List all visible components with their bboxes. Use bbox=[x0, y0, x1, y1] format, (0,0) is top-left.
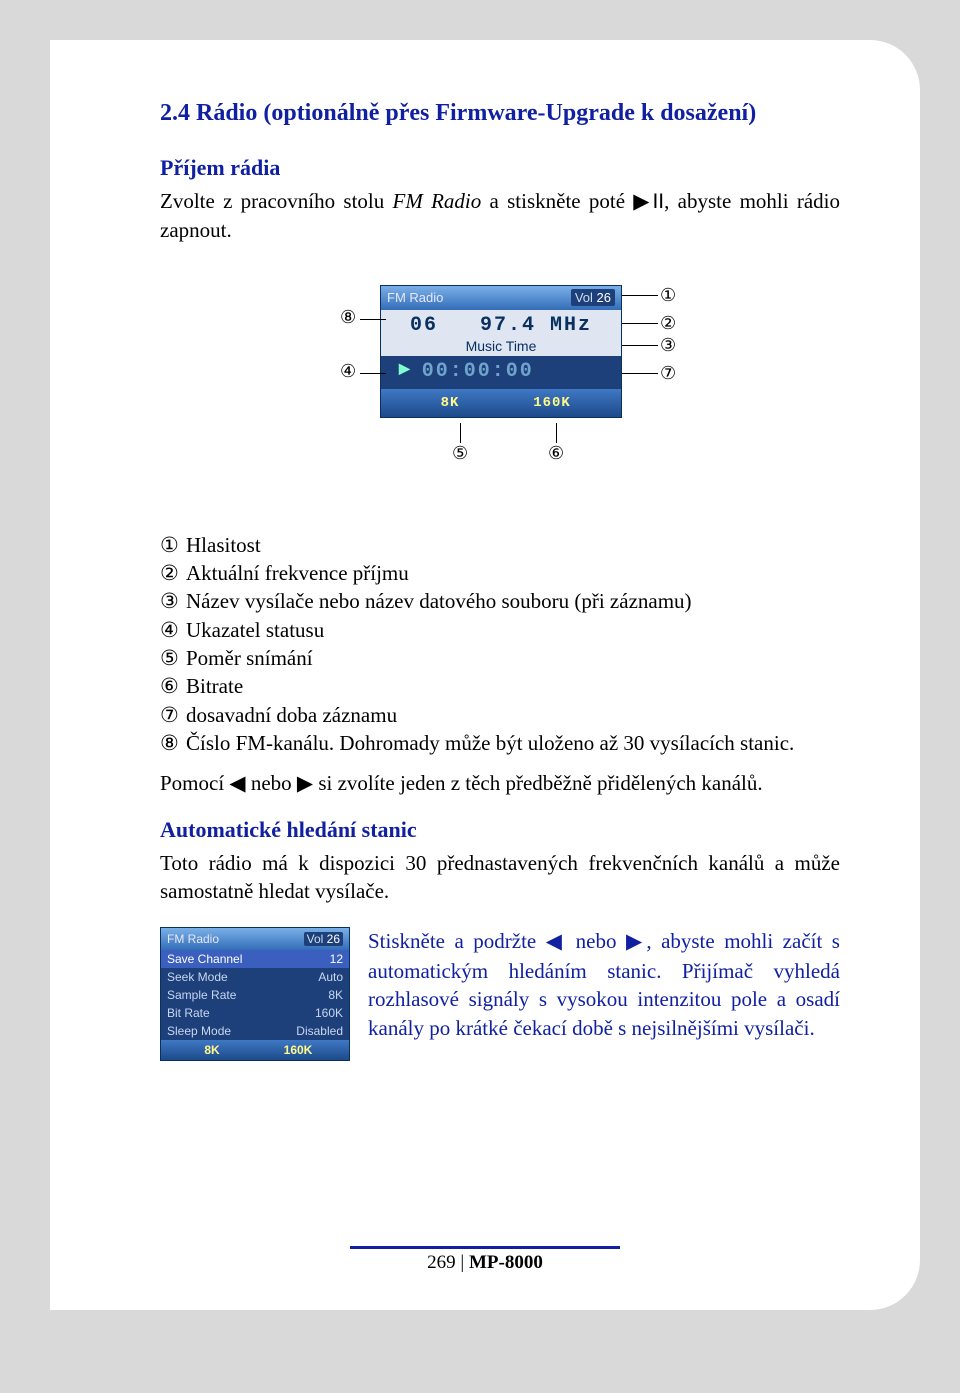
callout-8: ⑧ bbox=[340, 307, 356, 328]
fm-settings-screen: FM Radio Vol 26 Save Channel12 Seek Mode… bbox=[160, 927, 350, 1061]
settings-title: FM Radio bbox=[167, 932, 219, 946]
legend-text-5: Poměr snímání bbox=[186, 644, 313, 672]
freq-row: 06 97.4 MHz bbox=[381, 310, 621, 338]
model-name: MP-8000 bbox=[469, 1252, 543, 1273]
settings-titlebar: FM Radio Vol 26 bbox=[161, 928, 349, 950]
left-arrow-icon: ◀ bbox=[229, 772, 245, 795]
settings-vol: Vol 26 bbox=[304, 932, 343, 946]
sample-rate: 8K bbox=[399, 395, 501, 411]
row-seek-mode: Seek ModeAuto bbox=[161, 968, 349, 986]
intro-em: FM Radio bbox=[393, 189, 482, 213]
figure-settings: FM Radio Vol 26 Save Channel12 Seek Mode… bbox=[160, 927, 350, 1061]
auto-search-block: Automatické hledání stanic Toto rádio má… bbox=[160, 817, 840, 906]
elapsed-time: 00:00:00 bbox=[422, 360, 534, 383]
callout-4: ④ bbox=[340, 361, 356, 382]
press-paragraph: Stiskněte a podržte ◀ nebo ▶, abyste moh… bbox=[368, 927, 840, 1041]
settings-list: Save Channel12 Seek ModeAuto Sample Rate… bbox=[161, 950, 349, 1040]
press-a: Stiskněte a podržte bbox=[368, 929, 546, 953]
legend-num-3: ③ bbox=[160, 587, 186, 615]
callout-7: ⑦ bbox=[660, 363, 676, 384]
callout-5: ⑤ bbox=[452, 443, 468, 464]
intro-text-b: a stiskněte poté bbox=[481, 189, 633, 213]
legend-num-4: ④ bbox=[160, 616, 186, 644]
play-pause-icon: ▶II bbox=[633, 190, 664, 213]
legend: ①Hlasitost ②Aktuální frekvence příjmu ③N… bbox=[160, 531, 840, 758]
fm-radio-screen: FM Radio Vol 26 06 97.4 MHz Music Time ▶… bbox=[380, 285, 622, 418]
vol-value: 26 bbox=[597, 290, 611, 305]
section-heading: 2.4 Rádio (optionálně přes Firmware-Upgr… bbox=[160, 100, 840, 127]
legend-text-8: Číslo FM-kanálu. Dohromady může být ulož… bbox=[186, 729, 794, 757]
page-footer: 269 | MP-8000 bbox=[50, 1246, 920, 1274]
intro-text-a: Zvolte z pracovního stolu bbox=[160, 189, 393, 213]
page-number: 269 bbox=[427, 1252, 456, 1273]
legend-text-7: dosavadní doba záznamu bbox=[186, 701, 397, 729]
play-icon: ▶ bbox=[399, 362, 412, 378]
settings-bottom-bar: 8K 160K bbox=[161, 1040, 349, 1060]
legend-num-1: ① bbox=[160, 531, 186, 559]
note-a: Pomocí bbox=[160, 771, 229, 795]
auto-body: Toto rádio má k dispozici 30 přednastave… bbox=[160, 849, 840, 906]
page: 2.4 Rádio (optionálně přes Firmware-Upgr… bbox=[50, 40, 920, 1310]
right-arrow-icon: ▶ bbox=[626, 930, 646, 953]
right-arrow-icon: ▶ bbox=[297, 772, 313, 795]
preset-number: 06 bbox=[410, 314, 438, 337]
callout-3: ③ bbox=[660, 335, 676, 356]
row-sample-rate: Sample Rate8K bbox=[161, 986, 349, 1004]
callout-2: ② bbox=[660, 313, 676, 334]
note-b: nebo bbox=[246, 771, 297, 795]
footer-sep: | bbox=[456, 1252, 469, 1273]
note-c: si zvolíte jeden z těch předběžně přiděl… bbox=[313, 771, 763, 795]
press-b: nebo bbox=[566, 929, 626, 953]
subtitle: Music Time bbox=[381, 338, 621, 356]
legend-num-5: ⑤ bbox=[160, 644, 186, 672]
callout-1: ① bbox=[660, 285, 676, 306]
intro-paragraph: Zvolte z pracovního stolu FM Radio a sti… bbox=[160, 187, 840, 245]
row-bit-rate: Bit Rate160K bbox=[161, 1004, 349, 1022]
auto-heading: Automatické hledání stanic bbox=[160, 817, 840, 843]
left-arrow-icon: ◀ bbox=[546, 930, 566, 953]
bit-rate: 160K bbox=[501, 395, 603, 411]
legend-text-3: Název vysílače nebo název datového soubo… bbox=[186, 587, 692, 615]
row-save-channel: Save Channel12 bbox=[161, 950, 349, 968]
legend-num-7: ⑦ bbox=[160, 701, 186, 729]
volume-box: Vol 26 bbox=[571, 289, 615, 306]
footer-rule bbox=[350, 1246, 620, 1249]
subheading-prijem: Příjem rádia bbox=[160, 155, 840, 181]
vol-label: Vol bbox=[575, 290, 593, 305]
figure-main: FM Radio Vol 26 06 97.4 MHz Music Time ▶… bbox=[160, 275, 840, 505]
legend-text-1: Hlasitost bbox=[186, 531, 261, 559]
row-sleep-mode: Sleep ModeDisabled bbox=[161, 1022, 349, 1040]
legend-text-2: Aktuální frekvence příjmu bbox=[186, 559, 409, 587]
legend-num-6: ⑥ bbox=[160, 672, 186, 700]
legend-text-4: Ukazatel statusu bbox=[186, 616, 324, 644]
two-column: FM Radio Vol 26 Save Channel12 Seek Mode… bbox=[160, 927, 840, 1061]
legend-num-8: ⑧ bbox=[160, 729, 186, 757]
legend-text-6: Bitrate bbox=[186, 672, 243, 700]
screen-titlebar: FM Radio Vol 26 bbox=[381, 286, 621, 310]
bottom-bar: 8K 160K bbox=[381, 389, 621, 417]
screen-title: FM Radio bbox=[387, 290, 443, 305]
frequency: 97.4 MHz bbox=[480, 314, 592, 337]
time-row: ▶ 00:00:00 bbox=[381, 356, 621, 389]
legend-num-2: ② bbox=[160, 559, 186, 587]
callout-6: ⑥ bbox=[548, 443, 564, 464]
note-paragraph: Pomocí ◀ nebo ▶ si zvolíte jeden z těch … bbox=[160, 769, 840, 798]
